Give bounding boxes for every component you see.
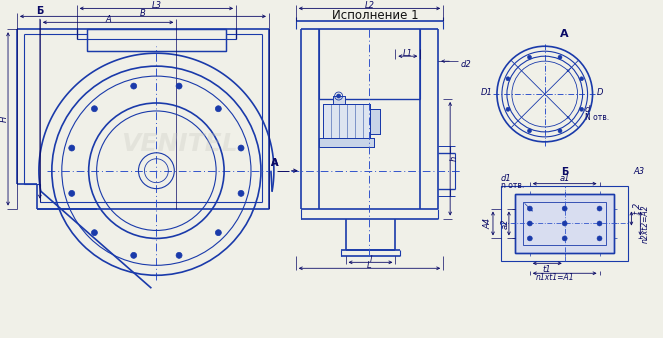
Bar [323, 104, 371, 139]
Circle shape [579, 107, 583, 111]
Text: A: A [105, 15, 111, 24]
Text: D: D [597, 88, 603, 97]
Bar [515, 194, 615, 254]
Circle shape [176, 83, 182, 89]
Bar [371, 109, 381, 134]
Text: n2xt2=A2: n2xt2=A2 [640, 204, 649, 243]
Circle shape [579, 77, 583, 81]
Text: n1xt1=A1: n1xt1=A1 [536, 273, 574, 282]
Text: A3: A3 [633, 167, 644, 176]
Bar [87, 29, 226, 51]
Circle shape [176, 252, 182, 258]
Bar [87, 29, 226, 51]
Bar [501, 186, 629, 261]
Circle shape [131, 83, 137, 89]
Circle shape [215, 230, 221, 236]
Text: d2: d2 [460, 59, 471, 69]
Circle shape [562, 221, 567, 226]
Circle shape [69, 145, 75, 151]
Text: Б: Б [36, 6, 44, 16]
Text: D1: D1 [481, 88, 493, 97]
Circle shape [215, 106, 221, 112]
Text: l: l [369, 255, 372, 264]
Circle shape [91, 106, 97, 112]
Circle shape [528, 55, 532, 59]
Circle shape [562, 206, 567, 211]
Text: d1: d1 [501, 174, 512, 183]
Text: L1: L1 [403, 49, 413, 58]
Text: A4: A4 [483, 218, 493, 229]
Circle shape [597, 221, 602, 226]
Text: t1: t1 [542, 265, 551, 274]
Circle shape [558, 129, 562, 133]
Bar [333, 96, 345, 104]
Bar [523, 201, 607, 245]
Text: H: H [0, 116, 9, 122]
Circle shape [506, 77, 510, 81]
Circle shape [238, 190, 244, 196]
Text: B: B [140, 9, 146, 18]
Bar [323, 104, 371, 139]
Bar [319, 138, 375, 147]
Text: h: h [450, 156, 459, 161]
Text: t 2: t 2 [633, 203, 642, 214]
Circle shape [506, 107, 510, 111]
Circle shape [527, 221, 532, 226]
Circle shape [131, 252, 137, 258]
Circle shape [69, 190, 75, 196]
Text: L: L [367, 261, 372, 270]
Text: Исполнение 1: Исполнение 1 [332, 9, 419, 22]
Circle shape [337, 94, 341, 98]
Text: А: А [560, 29, 569, 39]
Circle shape [597, 206, 602, 211]
Circle shape [528, 129, 532, 133]
Text: a1: a1 [560, 174, 570, 183]
Text: N отв.: N отв. [585, 114, 609, 122]
Circle shape [597, 236, 602, 241]
Text: d: d [585, 105, 590, 115]
Circle shape [91, 230, 97, 236]
Bar [515, 194, 615, 254]
Circle shape [562, 236, 567, 241]
Circle shape [558, 55, 562, 59]
Bar [371, 109, 381, 134]
Text: L2: L2 [365, 1, 375, 10]
Bar [333, 96, 345, 104]
Text: VENITEL: VENITEL [121, 132, 237, 156]
Text: a2: a2 [501, 218, 509, 229]
Text: Б: Б [561, 167, 568, 177]
Circle shape [527, 236, 532, 241]
Text: n отв.: n отв. [501, 181, 524, 190]
Circle shape [527, 206, 532, 211]
Text: L3: L3 [151, 1, 161, 10]
Text: A: A [271, 158, 279, 168]
Bar [319, 138, 375, 147]
Circle shape [238, 145, 244, 151]
Text: A: A [271, 158, 279, 168]
